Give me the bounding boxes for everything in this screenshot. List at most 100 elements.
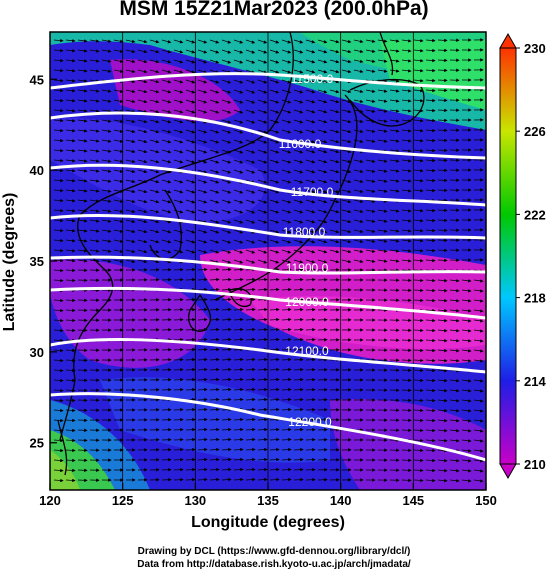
wind-arrow: [389, 139, 400, 143]
wind-arrow: [125, 209, 136, 214]
wind-arrow: [173, 159, 184, 164]
wind-arrow: [257, 219, 268, 224]
wind-arrow: [245, 249, 256, 254]
wind-arrow: [377, 219, 388, 223]
wind-arrow: [317, 109, 328, 114]
wind-arrow: [413, 258, 424, 263]
wind-arrow: [377, 39, 388, 43]
wind-arrow: [389, 79, 400, 83]
wind-arrow: [269, 99, 280, 104]
wind-arrow: [401, 89, 412, 93]
wind-arrow: [197, 199, 208, 204]
wind-arrow: [89, 59, 100, 63]
wind-arrow: [173, 229, 184, 234]
wind-arrow: [437, 168, 448, 173]
wind-arrow: [425, 208, 436, 213]
wind-arrow: [101, 59, 112, 63]
wind-arrow: [257, 69, 268, 74]
wind-arrow: [269, 229, 280, 234]
wind-arrow: [425, 248, 436, 253]
wind-arrow: [425, 288, 436, 293]
contour-label: 11700.0: [291, 185, 334, 199]
y-tick-label: 25: [30, 436, 44, 451]
wind-arrow: [425, 258, 436, 263]
wind-arrow: [209, 109, 220, 114]
wind-arrow: [233, 49, 244, 54]
wind-arrow: [353, 109, 364, 114]
wind-arrow: [425, 138, 436, 143]
wind-vectors: [53, 38, 484, 483]
wind-arrow: [233, 199, 244, 204]
wind-arrow: [353, 119, 364, 124]
wind-arrow: [389, 169, 400, 173]
wind-arrow: [365, 209, 376, 213]
colorbar-tick-label: 226: [524, 124, 546, 139]
wind-arrow: [317, 39, 328, 44]
wind-arrow: [425, 158, 436, 163]
wind-arrow: [377, 159, 388, 163]
wind-arrow: [305, 259, 316, 264]
wind-arrow: [77, 129, 88, 133]
wind-arrow: [209, 129, 220, 134]
wind-arrow: [185, 297, 196, 302]
wind-arrow: [317, 249, 328, 254]
wind-arrow: [281, 307, 292, 312]
wind-arrow: [233, 249, 244, 254]
wind-arrow: [329, 159, 340, 164]
wind-arrow: [209, 159, 220, 164]
wind-arrow: [161, 179, 172, 184]
wind-arrow: [89, 99, 100, 103]
wind-arrow: [101, 239, 112, 243]
wind-arrow: [341, 259, 352, 264]
wind-arrow: [53, 268, 64, 273]
wind-arrow: [77, 109, 88, 113]
wind-arrow: [233, 109, 244, 114]
wind-arrow: [317, 139, 328, 144]
wind-arrow: [233, 259, 244, 264]
wind-arrow: [353, 209, 364, 214]
wind-arrow: [77, 149, 88, 153]
wind-arrow: [65, 198, 76, 203]
wind-arrow: [269, 199, 280, 204]
wind-arrow: [149, 259, 160, 264]
wind-arrow: [293, 209, 304, 214]
wind-arrow: [437, 218, 448, 223]
x-tick-label: 140: [330, 493, 352, 508]
wind-arrow: [353, 189, 364, 194]
wind-arrow: [341, 89, 352, 94]
wind-arrow: [65, 88, 76, 93]
x-tick-label: 135: [257, 493, 279, 508]
wind-arrow: [173, 209, 184, 214]
wind-arrow: [221, 89, 232, 94]
wind-arrow: [173, 79, 184, 84]
contour-label: 11900.0: [286, 261, 329, 275]
wind-arrow: [209, 99, 220, 104]
wind-arrow: [329, 189, 340, 194]
wind-arrow: [149, 39, 160, 44]
wind-arrow: [365, 249, 376, 253]
wind-arrow: [101, 259, 112, 263]
wind-arrow: [365, 99, 376, 103]
wind-arrow: [317, 129, 328, 134]
wind-arrow: [209, 259, 220, 264]
wind-arrow: [317, 219, 328, 224]
wind-arrow: [329, 59, 340, 64]
wind-arrow: [293, 239, 304, 244]
wind-arrow: [281, 129, 292, 134]
wind-arrow: [413, 188, 424, 193]
wind-arrow: [125, 259, 136, 264]
wind-arrow: [293, 89, 304, 94]
wind-arrow: [401, 109, 412, 113]
wind-arrow: [461, 299, 472, 303]
wind-arrow: [53, 178, 64, 183]
wind-arrow: [365, 49, 376, 53]
wind-arrow: [425, 48, 436, 53]
wind-arrow: [329, 39, 340, 44]
wind-arrow: [329, 209, 340, 214]
wind-arrow: [293, 69, 304, 74]
wind-arrow: [365, 89, 376, 93]
wind-arrow: [233, 297, 244, 302]
wind-arrow: [413, 78, 424, 83]
wind-arrow: [365, 39, 376, 43]
wind-arrow: [413, 158, 424, 163]
